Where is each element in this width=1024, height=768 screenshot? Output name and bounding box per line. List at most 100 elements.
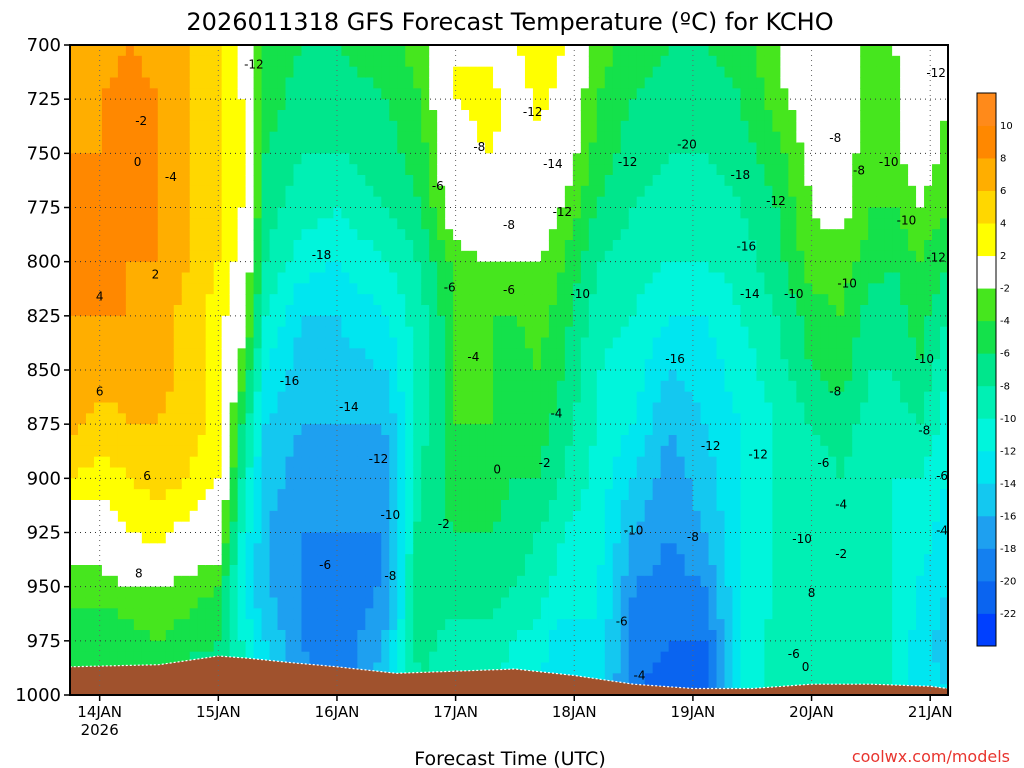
temperature-cell <box>221 153 231 165</box>
temperature-cell <box>205 640 215 653</box>
temperature-cell <box>389 88 398 100</box>
temperature-cell <box>101 489 111 501</box>
temperature-cell <box>85 142 95 154</box>
temperature-cell <box>213 153 223 165</box>
temperature-cell <box>668 630 678 642</box>
temperature-cell <box>564 294 574 306</box>
temperature-cell <box>708 315 718 328</box>
temperature-cell <box>421 77 430 89</box>
temperature-cell <box>325 272 334 284</box>
temperature-cell <box>724 608 734 620</box>
temperature-cell <box>596 110 606 122</box>
temperature-cell <box>253 45 263 57</box>
temperature-cell <box>540 478 550 490</box>
temperature-cell <box>405 532 414 544</box>
temperature-cell <box>588 586 598 599</box>
temperature-cell <box>141 391 151 404</box>
temperature-cell <box>341 337 350 349</box>
temperature-cell <box>237 315 247 328</box>
temperature-cell <box>157 153 167 165</box>
temperature-cell <box>548 489 558 501</box>
temperature-cell <box>509 467 518 479</box>
temperature-cell <box>357 326 366 339</box>
temperature-cell <box>157 402 167 414</box>
temperature-cell <box>564 543 574 555</box>
temperature-cell <box>437 88 446 100</box>
temperature-cell <box>285 326 295 339</box>
temperature-cell <box>668 229 678 241</box>
temperature-cell <box>261 305 271 317</box>
temperature-cell <box>548 402 558 414</box>
temperature-cell <box>724 673 734 685</box>
temperature-cell <box>253 597 263 609</box>
temperature-cell <box>501 55 510 68</box>
temperature-cell <box>221 445 231 458</box>
temperature-cell <box>389 565 398 577</box>
temperature-cell <box>213 55 223 68</box>
temperature-cell <box>580 608 590 620</box>
temperature-cell <box>532 456 542 469</box>
temperature-cell <box>429 229 438 241</box>
temperature-cell <box>532 554 542 566</box>
temperature-cell <box>405 380 414 393</box>
temperature-cell <box>469 554 478 566</box>
temperature-cell <box>357 359 366 371</box>
temperature-cell <box>213 359 223 371</box>
temperature-cell <box>540 142 550 154</box>
temperature-cell <box>620 164 630 176</box>
temperature-cell <box>229 261 239 274</box>
temperature-cell <box>325 218 334 230</box>
temperature-cell <box>596 294 606 306</box>
temperature-cell <box>173 391 183 404</box>
temperature-cell <box>157 424 167 436</box>
temperature-cell <box>133 229 143 241</box>
temperature-cell <box>389 294 398 306</box>
temperature-cell <box>493 391 502 404</box>
temperature-cell <box>181 651 191 664</box>
temperature-cell <box>628 489 638 501</box>
temperature-cell <box>301 196 311 209</box>
temperature-cell <box>501 608 510 620</box>
temperature-cell <box>708 489 718 501</box>
temperature-cell <box>109 250 119 263</box>
temperature-cell <box>70 532 79 544</box>
temperature-cell <box>612 250 622 263</box>
temperature-cell <box>421 391 430 404</box>
temperature-cell <box>389 120 398 133</box>
temperature-cell <box>70 445 79 458</box>
temperature-cell <box>133 445 143 458</box>
temperature-cell <box>245 196 255 209</box>
temperature-cell <box>197 586 207 599</box>
temperature-cell <box>588 77 598 89</box>
temperature-cell <box>636 554 646 566</box>
temperature-cell <box>564 99 574 111</box>
temperature-cell <box>157 370 167 382</box>
temperature-cell <box>644 77 654 89</box>
temperature-cell <box>588 229 598 241</box>
temperature-cell <box>157 391 167 404</box>
temperature-cell <box>469 424 478 436</box>
temperature-cell <box>604 337 614 349</box>
temperature-cell <box>101 651 111 664</box>
temperature-cell <box>237 45 247 57</box>
temperature-cell <box>532 630 542 642</box>
temperature-cell <box>477 337 486 349</box>
temperature-cell <box>509 510 518 523</box>
temperature-cell <box>261 467 271 479</box>
temperature-cell <box>660 77 670 89</box>
temperature-cell <box>253 175 263 187</box>
temperature-cell <box>117 532 127 544</box>
temperature-cell <box>205 110 215 122</box>
temperature-cell <box>285 619 295 631</box>
temperature-cell <box>548 478 558 490</box>
temperature-cell <box>636 207 646 219</box>
temperature-cell <box>117 586 127 599</box>
temperature-cell <box>133 608 143 620</box>
temperature-cell <box>157 521 167 534</box>
temperature-cell <box>461 640 470 653</box>
temperature-cell <box>93 651 103 664</box>
temperature-cell <box>141 554 151 566</box>
temperature-cell <box>604 250 614 263</box>
temperature-cell <box>540 153 550 165</box>
temperature-cell <box>429 272 438 284</box>
